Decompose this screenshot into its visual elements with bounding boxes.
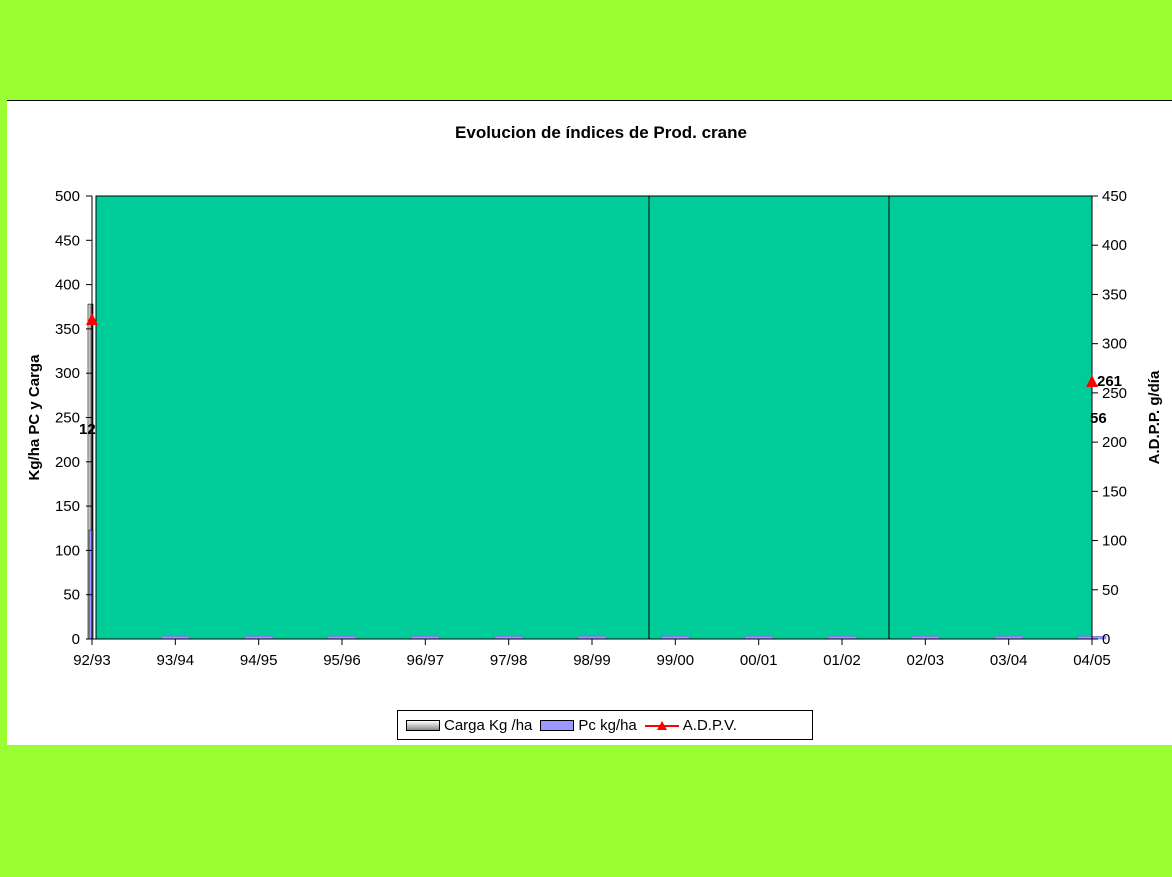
left-tick-label-6: 300 (55, 365, 80, 382)
legend-item-carga: Carga Kg /ha (406, 717, 532, 734)
legend-swatch-adpv (644, 719, 679, 731)
x-tick-label-10: 02/03 (907, 652, 945, 669)
y2-axis-title: A.D.P.P. g/día (1146, 370, 1163, 464)
right-tick-label-5: 250 (1102, 385, 1127, 402)
legend-label-adpv: A.D.P.V. (682, 716, 737, 734)
left-tick-label-0: 0 (72, 631, 80, 648)
x-tick-label-11: 03/04 (990, 652, 1028, 669)
legend-item-adpv: A.D.P.V. (644, 716, 737, 734)
legend-swatch-carga (406, 719, 440, 731)
left-tick-label-9: 450 (55, 232, 80, 249)
right-tick-label-4: 200 (1102, 434, 1127, 451)
x-tick-label-4: 96/97 (407, 652, 445, 669)
x-tick-label-5: 97/98 (490, 652, 528, 669)
x-tick-label-1: 93/94 (157, 652, 195, 669)
right-tick-label-8: 400 (1102, 237, 1127, 254)
data-label-adpv-12: 261 (1097, 373, 1122, 390)
left-tick-label-8: 400 (55, 277, 80, 294)
bottom-banner (0, 745, 1172, 877)
chart-legend: Carga Kg /ha Pc kg/ha A.D.P.V. (397, 710, 813, 740)
y-axis-title: Kg/ha PC y Carga (26, 354, 43, 481)
right-tick-label-6: 300 (1102, 336, 1127, 353)
x-tick-label-6: 98/99 (573, 652, 611, 669)
legend-label-carga: Carga Kg /ha (444, 716, 533, 734)
data-label-pc-0: 12 (79, 421, 96, 438)
left-tick-label-1: 50 (63, 587, 80, 604)
x-tick-label-7: 99/00 (657, 652, 695, 669)
adpv-marker-0 (86, 313, 98, 326)
left-tick-label-10: 500 (55, 188, 80, 205)
right-tick-label-0: 0 (1102, 631, 1110, 648)
plot-area (95, 195, 1093, 640)
left-tick-label-7: 350 (55, 321, 80, 338)
right-tick-label-3: 150 (1102, 483, 1127, 500)
x-tick-label-3: 95/96 (323, 652, 361, 669)
left-tick-label-3: 150 (55, 498, 80, 515)
chart-area: Evolucion de índices de Prod. crane 0 50 1… (7, 100, 1172, 746)
right-tick-label-7: 350 (1102, 286, 1127, 303)
legend-label-pc: Pc kg/ha (578, 716, 637, 734)
left-tick-label-4: 200 (55, 454, 80, 471)
legend-swatch-pc (540, 719, 575, 731)
right-tick-label-9: 450 (1102, 188, 1127, 205)
x-tick-label-12: 04/05 (1073, 652, 1111, 669)
x-tick-label-2: 94/95 (240, 652, 278, 669)
x-tick-label-9: 01/02 (823, 652, 861, 669)
chart-svg: 0 50 100 150 200 250 300 350 400 450 500 0 50 100 150 2… (26, 188, 1163, 669)
x-tick-label-0: 92/93 (73, 652, 111, 669)
left-tick-label-5: 250 (55, 410, 80, 427)
data-label-12: 56 (1090, 410, 1107, 427)
top-banner (0, 0, 1172, 100)
right-tick-label-1: 50 (1102, 582, 1119, 599)
left-tick-label-2: 100 (55, 542, 80, 559)
legend-item-pc: Pc kg/ha (540, 716, 637, 734)
chart-title: Evolucion de índices de Prod. crane (455, 123, 747, 142)
adpv-marker-12 (1086, 375, 1098, 388)
right-tick-label-2: 100 (1102, 533, 1127, 550)
x-tick-label-8: 00/01 (740, 652, 778, 669)
